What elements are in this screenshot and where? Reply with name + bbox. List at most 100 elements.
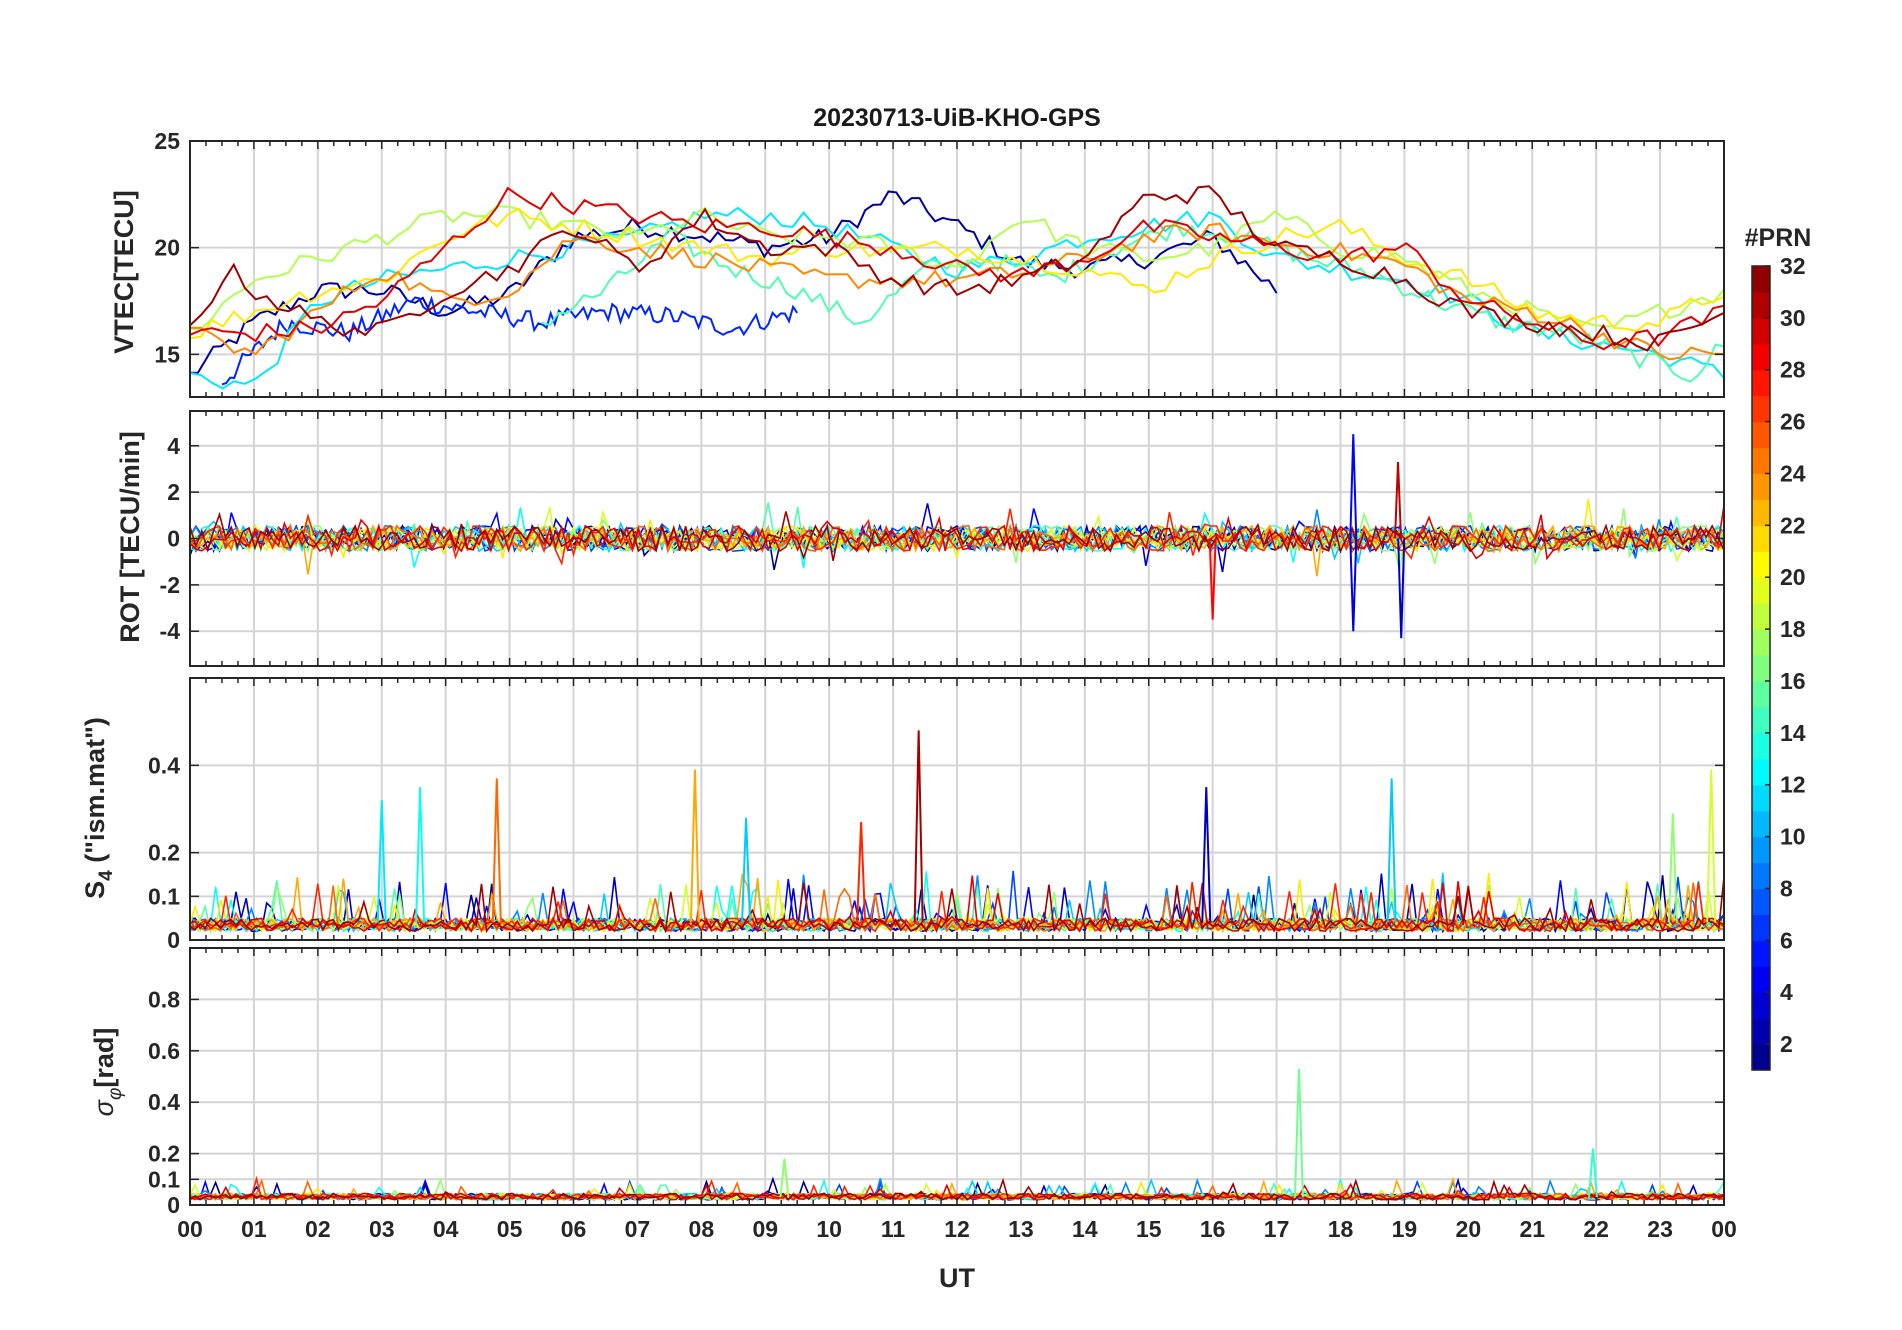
sigma-spike-prn-17 [779, 1158, 790, 1198]
colorbar-tick-label: 14 [1780, 720, 1806, 746]
colorbar-title: #PRN [1745, 224, 1812, 252]
x-tick-label: 13 [1008, 1216, 1034, 1242]
rot-ytick-label: -4 [160, 618, 181, 644]
colorbar-tick-label: 10 [1780, 824, 1806, 850]
rot-spike-prn-3 [1397, 538, 1406, 639]
data-layer [190, 185, 1724, 1202]
rot-axis-label: ROT [TECU/min] [115, 431, 145, 642]
s4-plot-area [190, 730, 1724, 934]
s4-spike-prn-13 [415, 787, 426, 923]
s4-spike-prn-23 [689, 769, 700, 923]
s4-ytick-label: 0.2 [148, 840, 180, 866]
colorbar-tick-label: 2 [1780, 1031, 1793, 1057]
vtec-series-prn-18 [190, 205, 1724, 331]
s4-spike-prn-25 [491, 778, 502, 923]
x-tick-label: 10 [816, 1216, 842, 1242]
colorbar-band-20 [1752, 551, 1770, 578]
rot-series-prn-31 [190, 511, 1724, 561]
x-tick-label: 20 [1456, 1216, 1482, 1242]
colorbar-tick-label: 32 [1780, 253, 1806, 279]
vtec-plot-area [190, 185, 1724, 390]
colorbar-band-18 [1752, 603, 1770, 630]
colorbar-band-28 [1752, 343, 1770, 371]
colorbar-frame [1751, 265, 1771, 1071]
colorbar-band-9 [1752, 836, 1770, 864]
colorbar-band-10 [1752, 810, 1770, 838]
sigma-ytick-label: 0.2 [148, 1141, 180, 1167]
colorbar-tick-label: 18 [1780, 616, 1806, 642]
x-tick-label: 00 [1711, 1216, 1737, 1242]
x-tick-label: 05 [497, 1216, 523, 1242]
y-axis-labels: VTEC[TECU] ROT [TECU/min] S4 ("ism.mat")… [80, 190, 145, 1116]
sigma-label-sub: φ [105, 1088, 126, 1100]
s4-spike-prn-3 [1201, 787, 1212, 923]
colorbar-tick-label: 20 [1780, 564, 1806, 590]
sigma-ytick-label: 0.6 [148, 1038, 180, 1064]
rot-ytick-label: 4 [167, 433, 180, 459]
s4-series-prn-31 [190, 876, 1724, 934]
s4-spike-prn-19 [1706, 769, 1717, 923]
x-tick-label: 02 [305, 1216, 331, 1242]
sigma-label-rest: [rad] [89, 1028, 119, 1088]
x-tick-label: 08 [689, 1216, 715, 1242]
vtec-series-prn-15 [541, 219, 1724, 383]
x-tick-label: 18 [1328, 1216, 1354, 1242]
vtec-axis-label: VTEC[TECU] [109, 190, 139, 354]
colorbar-band-6 [1752, 914, 1770, 941]
rot-spike-prn-28 [1208, 538, 1217, 620]
colorbar-band-29 [1752, 317, 1770, 345]
s4-label-sub: 4 [96, 870, 117, 881]
colorbar-band-22 [1752, 499, 1770, 526]
vtec-series-prn-21 [190, 207, 1724, 340]
colorbar-band-17 [1752, 629, 1770, 656]
colorbar-tick-label: 30 [1780, 305, 1806, 331]
s4-axis-label: S4 ("ism.mat") [80, 717, 117, 899]
x-tick-label: 03 [369, 1216, 395, 1242]
rot-series-prn-27 [190, 508, 1724, 566]
vtec-series-prn-6 [221, 295, 799, 386]
colorbar-band-23 [1752, 473, 1770, 501]
colorbar-band-2 [1752, 1018, 1770, 1045]
x-tick-label: 19 [1392, 1216, 1418, 1242]
x-tick-label: 21 [1519, 1216, 1545, 1242]
colorbar-band-14 [1752, 706, 1770, 734]
s4-spike-prn-11 [1386, 778, 1397, 923]
s4-spike-prn-17 [1667, 813, 1678, 923]
colorbar-band-24 [1752, 447, 1770, 475]
colorbar-band-1 [1752, 1044, 1770, 1071]
s4-label-rest: ("ism.mat") [80, 717, 110, 870]
rot-ytick-label: 2 [167, 479, 180, 505]
x-tick-label: 16 [1200, 1216, 1226, 1242]
s4-spike-prn-12 [376, 800, 387, 923]
colorbar-band-19 [1752, 577, 1770, 604]
x-tick-label: 00 [177, 1216, 203, 1242]
colorbar-band-30 [1752, 291, 1770, 319]
colorbar-tick-label: 22 [1780, 512, 1806, 538]
x-tick-label: 12 [944, 1216, 970, 1242]
x-tick-label: 22 [1583, 1216, 1609, 1242]
colorbar-band-8 [1752, 862, 1770, 890]
colorbar-tick-label: 16 [1780, 668, 1806, 694]
sigma-label-main: σ [89, 1098, 119, 1116]
s4-label-main: S [80, 881, 110, 899]
x-tick-label: 17 [1264, 1216, 1290, 1242]
vtec-series-prn-2 [190, 190, 1278, 374]
x-tick-label: 01 [241, 1216, 267, 1242]
colorbar-band-13 [1752, 732, 1770, 760]
vtec-series-prn-24 [190, 222, 1724, 361]
rot-ytick-label: 0 [167, 526, 180, 552]
colorbar-band-5 [1752, 940, 1770, 967]
x-tick-label: 23 [1647, 1216, 1673, 1242]
x-tick-label: 14 [1072, 1216, 1098, 1242]
x-axis-label: UT [939, 1263, 975, 1293]
s4-spike-prn-31 [913, 730, 924, 923]
sigma-spike-prn-16 [1293, 1068, 1304, 1198]
sigma-ytick-label: 0 [167, 1192, 180, 1218]
rot-spike-prn-4 [1349, 538, 1358, 632]
rot-plot-area [190, 434, 1724, 639]
colorbar-band-4 [1752, 966, 1770, 993]
colorbar-band-12 [1752, 758, 1770, 786]
s4-ytick-label: 0.1 [148, 883, 180, 909]
